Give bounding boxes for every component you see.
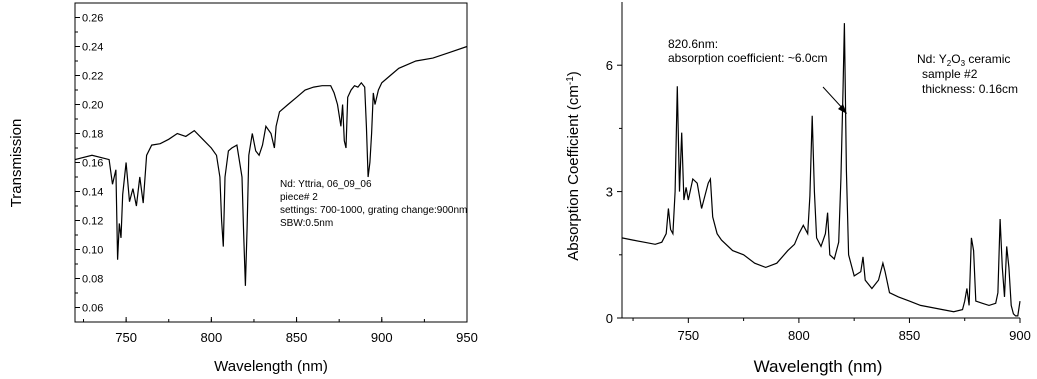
y-tick-label: 0.16 [82,158,103,170]
annotation-sbw: SBW:0.5nm [280,218,333,229]
annotation-thickness: thickness: 0.16cm [922,82,1018,96]
x-tick-label: 950 [456,330,478,345]
x-axis-title-left: Wavelength (nm) [214,358,328,375]
y-axis-ticks-left: 0.06 0.08 0.10 0.12 0.14 0.16 0.18 0.20 0.22 0.24… [75,2,103,323]
absorption-series-line [621,23,1021,317]
chart-absorption: 0 3 6 750 800 850 900 Absorption Coefficient … [565,2,1031,376]
y-tick-label: 0 [606,311,613,326]
x-tick-label: 900 [371,330,393,345]
x-tick-label: 750 [677,328,699,343]
sample-material-rest: ceramic [965,52,1010,66]
y-tick-label: 0.06 [82,303,103,315]
annotation-sample-number: sample #2 [922,67,978,81]
y-tick-label: 0.20 [82,100,103,112]
sample-material-o: O [951,52,960,66]
y-tick-label: 3 [606,185,613,200]
x-tick-label: 900 [1009,328,1031,343]
x-tick-label: 850 [286,330,308,345]
y-tick-label: 0.24 [82,42,103,54]
y-tick-label: 0.10 [82,245,103,257]
annotation-arrow-head [838,104,847,114]
y-tick-label: 0.12 [82,216,103,228]
x-axis-ticks-left: 750 800 850 900 950 [83,317,478,345]
x-tick-label: 800 [200,330,222,345]
x-axis-title-right: Wavelength (nm) [754,357,883,376]
sample-material-base: Nd: Y [917,52,947,66]
transmission-series-line [74,45,468,286]
y-tick-label: 0.26 [82,13,103,25]
sample-material-sub2: 3 [961,59,966,68]
y-tick-label: 6 [606,58,613,73]
annotation-sample-material: Nd: Y2O3 ceramic [917,52,1010,68]
annotation-settings: settings: 700-1000, grating change:900nm [280,205,467,216]
y-axis-title-left: Transmission [8,119,25,208]
annotation-peak-coefficient: absorption coefficient: ~6.0cm [668,51,828,65]
x-tick-label: 800 [788,328,810,343]
y-tick-label: 0.18 [82,129,103,141]
y-axis-title-right-end: ) [565,71,582,76]
sample-material-sub1: 2 [947,59,952,68]
chart-transmission: 0.06 0.08 0.10 0.12 0.14 0.16 0.18 0.20 0.22 0.24… [8,2,478,375]
y-axis-ticks-right: 0 3 6 [606,58,622,326]
y-tick-label: 0.08 [82,274,103,286]
y-tick-label: 0.22 [82,71,103,83]
x-tick-label: 850 [899,328,921,343]
annotation-peak-wavelength: 820.6nm: [668,37,718,51]
x-axis-ticks-right: 750 800 850 900 [632,318,1031,343]
x-tick-label: 750 [115,330,137,345]
y-tick-label: 0.14 [82,187,103,199]
annotation-piece: piece# 2 [280,192,318,203]
y-axis-title-right-main: Absorption Coefficient (cm [565,85,582,261]
y-axis-title-right-sup: -1 [565,76,576,85]
plot-frame-left [74,2,468,323]
annotation-sample-name: Nd: Yttria, 06_09_06 [280,179,372,190]
y-axis-title-right: Absorption Coefficient (cm-1) [565,71,583,261]
